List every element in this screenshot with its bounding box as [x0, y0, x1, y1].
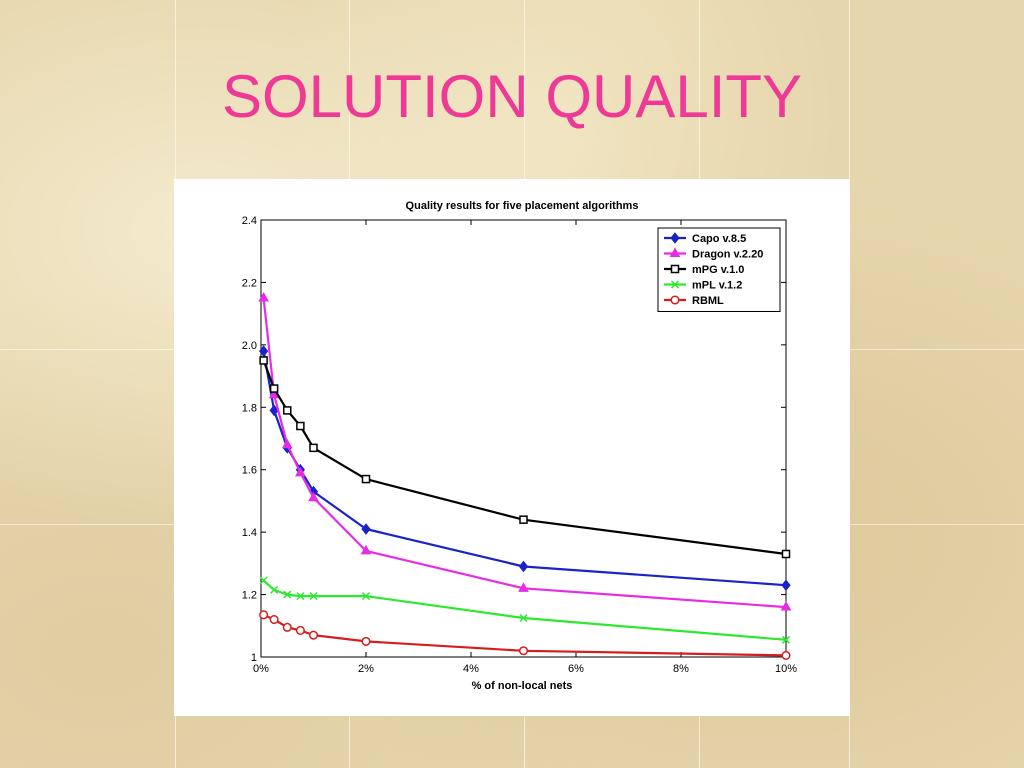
data-point — [282, 622, 292, 632]
x-tick-label: 0% — [253, 663, 269, 675]
data-point — [308, 630, 319, 640]
line-chart: Quality results for five placement algor… — [242, 200, 798, 692]
data-point — [361, 636, 371, 646]
data-point — [295, 625, 305, 636]
data-point — [281, 438, 293, 449]
data-point — [308, 491, 319, 502]
legend-marker — [670, 295, 680, 305]
legend-label: RBML — [692, 295, 724, 307]
plot-area-frame — [260, 219, 787, 658]
series-4 — [259, 610, 791, 660]
y-tick-label: 2.4 — [242, 215, 257, 227]
chart-panel: Quality results for five placement algor… — [174, 179, 850, 716]
legend-marker — [670, 264, 680, 274]
y-tick-label: 1.6 — [242, 465, 257, 477]
data-point — [258, 345, 269, 357]
data-point — [259, 356, 268, 365]
series-2 — [259, 356, 791, 559]
legend-item: RBML — [664, 295, 724, 307]
data-point — [519, 515, 528, 524]
legend-marker — [669, 247, 681, 257]
data-point — [309, 592, 318, 601]
legend-item: Capo v.8.5 — [664, 232, 746, 245]
legend-label: mPL v.1.2 — [692, 280, 742, 292]
data-point — [518, 646, 529, 656]
data-point — [781, 549, 791, 559]
data-point — [361, 592, 371, 601]
data-point — [259, 576, 268, 585]
y-tick-label: 2.2 — [242, 277, 257, 289]
data-point — [269, 614, 279, 625]
legend-label: mPG v.1.0 — [692, 264, 744, 276]
legend-marker — [670, 280, 680, 289]
legend-item: Dragon v.2.20 — [664, 247, 763, 261]
x-axis-title: % of non-local nets — [472, 680, 573, 692]
data-point — [283, 406, 292, 415]
x-tick-label: 6% — [568, 663, 584, 675]
series-layer — [258, 292, 792, 660]
x-tick-label: 4% — [463, 663, 479, 675]
x-tick-label: 10% — [775, 663, 797, 675]
data-point — [259, 610, 269, 620]
data-point — [781, 579, 791, 592]
data-point — [780, 601, 792, 611]
y-tick-label: 1.2 — [242, 590, 257, 602]
y-tick-label: 2.0 — [242, 340, 257, 352]
legend-label: Capo v.8.5 — [692, 233, 746, 245]
series-line — [262, 297, 787, 609]
data-point — [361, 474, 371, 484]
x-tick-label: 8% — [673, 663, 689, 675]
data-point — [781, 635, 791, 644]
data-point — [296, 421, 305, 431]
slide-title: SOLUTION QUALITY — [221, 63, 803, 130]
data-point — [361, 523, 371, 535]
data-point — [295, 466, 306, 477]
y-tick-label: 1.4 — [242, 527, 257, 539]
data-point — [269, 384, 279, 393]
legend-marker — [670, 232, 680, 244]
series-0 — [258, 345, 791, 592]
chart-title: Quality results for five placement algor… — [406, 200, 639, 212]
data-point — [518, 560, 529, 573]
y-tick-label: 1 — [251, 652, 257, 664]
legend: Capo v.8.5 Dragon v.2.20 mPG v.1.0 mPL v.1.… — [657, 227, 781, 312]
data-point — [309, 443, 318, 453]
data-point — [270, 585, 279, 594]
series-line — [262, 360, 787, 556]
data-point — [258, 292, 269, 302]
data-point — [283, 590, 292, 599]
legend-item: mPL v.1.2 — [664, 280, 742, 292]
data-point — [519, 613, 528, 623]
data-point — [360, 544, 372, 555]
data-point — [296, 592, 305, 601]
data-point — [781, 650, 791, 660]
series-line — [262, 350, 787, 587]
legend-label: Dragon v.2.20 — [692, 249, 763, 261]
x-tick-label: 2% — [358, 663, 374, 675]
series-1 — [258, 292, 792, 611]
data-point — [518, 582, 529, 592]
series-line — [262, 579, 787, 641]
legend-item: mPG v.1.0 — [664, 264, 744, 276]
series-3 — [259, 576, 791, 644]
y-tick-label: 1.8 — [242, 402, 257, 414]
